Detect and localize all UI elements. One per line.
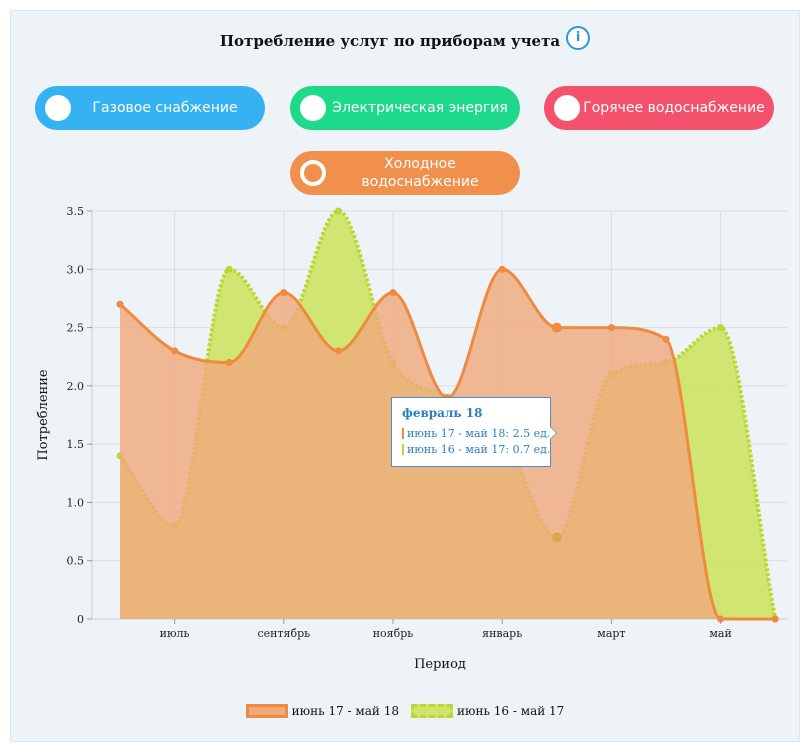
tooltip-swatch-series-2 [402,444,404,455]
toggle-knob-selected-icon [300,160,326,186]
data-point[interactable] [771,615,779,623]
filter-cold-water-label-line-2: водоснабжение [361,174,479,190]
data-point[interactable] [662,335,670,343]
hover-point-series-1[interactable] [551,322,562,333]
x-axis-ticks: июль сентябрь ноябрь январь март май [160,619,732,640]
hover-point-series-2[interactable] [551,532,562,543]
y-axis-ticks: 0 0.5 1.0 1.5 2.0 2.5 3.0 3.5 [67,205,92,626]
data-point[interactable] [225,359,233,367]
filter-cold-water-label: Холодное водоснабжение [326,155,520,191]
tooltip-swatch-series-1 [402,428,404,439]
tooltip-title: февраль 18 [402,406,483,420]
x-tick-label: ноябрь [373,627,414,640]
tooltip-arrow-inner [550,427,556,439]
filter-electric-button[interactable]: Электрическая энергия [290,86,520,130]
x-axis-title: Период [414,657,466,672]
toggle-knob-icon [554,95,580,121]
y-tick-label: 3.5 [67,205,85,218]
series-line [119,267,776,621]
legend-label: июнь 16 - май 17 [457,704,565,718]
x-tick-label: июль [160,627,190,640]
data-point[interactable] [280,289,288,297]
chart-header: Потребление услуг по приборам учета i [0,26,810,54]
filter-gas-label: Газовое снабжение [92,100,238,116]
data-point[interactable] [607,324,615,332]
filter-hot-water-label: Горячее водоснабжение [583,100,765,116]
legend-swatch-series-2 [411,704,453,718]
y-tick-label: 1.0 [67,496,85,509]
y-tick-label: 0.5 [67,555,85,568]
filter-hot-water-button[interactable]: Горячее водоснабжение [544,86,774,130]
data-point[interactable] [498,265,506,273]
toggle-knob-icon [45,95,71,121]
legend-label: июнь 17 - май 18 [291,704,399,718]
data-point[interactable] [116,300,124,308]
tooltip-row: июнь 17 - май 18: 2.5 ед. [402,427,550,440]
legend: июнь 17 - май 18 июнь 16 - май 17 [0,704,810,718]
filter-cold-water-button[interactable]: Холодное водоснабжение [290,151,520,195]
filter-electric-label: Электрическая энергия [332,100,508,116]
y-tick-label: 2.5 [67,322,85,335]
filter-cold-water-label-line-1: Холодное [384,156,456,172]
legend-swatch-series-1 [245,704,288,718]
tooltip-row-text: июнь 16 - май 17: 0.7 ед. [407,443,551,456]
legend-item-series-2[interactable]: июнь 16 - май 17 [411,704,564,718]
data-point[interactable] [717,324,725,332]
y-tick-label: 1.5 [67,438,85,451]
tooltip-row: июнь 16 - май 17: 0.7 ед. [402,443,550,456]
info-icon[interactable]: i [566,26,591,50]
y-tick-label: 3.0 [67,263,85,276]
toggle-knob-icon [300,95,326,121]
x-tick-label: сентябрь [257,627,310,640]
legend-item-series-1[interactable]: июнь 17 - май 18 [245,704,399,718]
tooltip: февраль 18 июнь 17 - май 18: 2.5 ед. июн… [391,397,557,467]
chart-title: Потребление услуг по приборам учета [219,32,561,50]
data-point[interactable] [334,347,342,355]
y-axis-title: Потребление [36,369,51,460]
data-point[interactable] [225,265,233,273]
x-tick-label: май [709,627,731,640]
x-tick-label: март [597,627,625,640]
filter-gas-button[interactable]: Газовое снабжение [35,86,265,130]
data-point[interactable] [334,207,342,215]
y-tick-label: 0 [77,613,84,626]
x-tick-label: январь [482,627,522,640]
y-tick-label: 2.0 [67,380,85,393]
data-point[interactable] [171,347,179,355]
data-point[interactable] [389,289,397,297]
tooltip-row-text: июнь 17 - май 18: 2.5 ед. [407,427,551,440]
